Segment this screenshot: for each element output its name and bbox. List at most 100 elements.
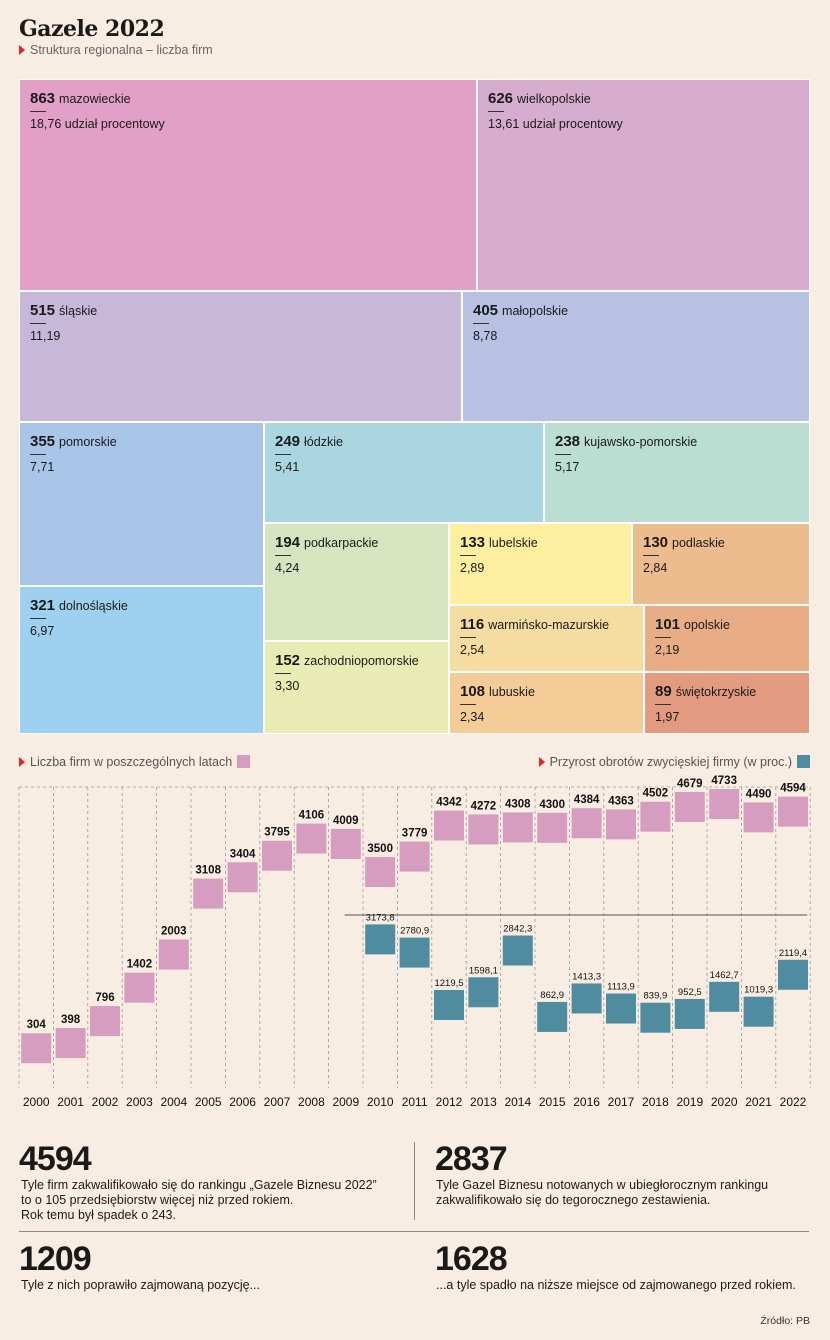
tile-region: dolnośląskie (59, 599, 128, 613)
growth-bar (606, 993, 636, 1024)
x-tick-label: 2016 (573, 1095, 600, 1109)
growth-data-label: 839,9 (644, 991, 668, 1002)
tile-count: 626 (488, 90, 514, 107)
firms-data-label: 4594 (780, 783, 806, 795)
x-tick-label: 2008 (298, 1095, 325, 1109)
tile-rule (643, 555, 659, 556)
tile-share: 1,97 (655, 710, 680, 724)
firms-bar (193, 878, 224, 909)
tile-share: 2,54 (460, 643, 485, 657)
firms-data-label: 2003 (161, 926, 187, 938)
stat-desc-line: zakwalifikowało się do tegorocznego zest… (436, 1193, 711, 1207)
tile-region: podkarpackie (304, 536, 379, 550)
firms-bar (365, 856, 396, 887)
marker-triangle-icon (19, 45, 25, 55)
firms-data-label: 4272 (471, 800, 497, 812)
firms-data-label: 4502 (643, 788, 669, 800)
tile-count: 238 (555, 433, 581, 450)
tile-header: 863 mazowieckie (30, 90, 476, 108)
stat-number-4: 1628 (435, 1240, 508, 1278)
x-tick-label: 2004 (160, 1095, 187, 1109)
legend-firms-label: Liczba firm w poszczególnych latach (30, 755, 233, 769)
stat-desc-1: Tyle firm zakwalifikowało się do ranking… (21, 1178, 377, 1223)
growth-bar (502, 935, 533, 966)
tile-share: 13,61 udział procentowy (488, 117, 623, 131)
tile-rule (460, 637, 476, 638)
tile-share: 5,41 (275, 460, 300, 474)
firms-data-label: 4300 (539, 799, 565, 811)
tile-header: 133 lubelskie (460, 534, 631, 552)
tile-region: opolskie (684, 618, 730, 632)
tile-rule (30, 111, 46, 112)
tile-header: 101 opolskie (655, 616, 809, 634)
tile-header: 108 lubuskie (460, 683, 643, 701)
treemap-tile: 355 pomorskie 7,71 (19, 422, 264, 586)
legend-growth-label: Przyrost obrotów zwycięskiej firmy (w pr… (549, 755, 792, 769)
treemap: 863 mazowieckie 18,76 udział procentowy 626… (19, 79, 810, 734)
firms-data-label: 796 (95, 992, 114, 1004)
tile-share: 2,89 (460, 561, 485, 575)
tile-share: 2,84 (643, 561, 668, 575)
legend-growth: Przyrost obrotów zwycięskiej firmy (w pr… (538, 755, 810, 769)
tile-region: małopolskie (502, 304, 569, 318)
tile-count: 355 (30, 433, 56, 450)
tile-header: 249 łódzkie (275, 433, 543, 451)
tile-rule (30, 323, 46, 324)
growth-bar (365, 924, 396, 955)
firms-data-label: 3108 (195, 865, 221, 877)
divider-horizontal (19, 1231, 809, 1232)
growth-bar (778, 959, 808, 990)
tile-region: świętokrzyskie (675, 685, 757, 699)
x-tick-label: 2007 (264, 1095, 291, 1109)
divider-vertical (414, 1142, 415, 1220)
subtitle-text: Struktura regionalna – liczba firm (30, 43, 213, 57)
marker-triangle-icon (538, 757, 545, 767)
page-subtitle: Struktura regionalna – liczba firm (19, 43, 213, 57)
growth-bar (399, 937, 430, 968)
stat-number-2: 2837 (435, 1140, 508, 1178)
treemap-tile: 108 lubuskie 2,34 (449, 672, 644, 734)
tile-count: 249 (275, 433, 301, 450)
stat-desc-2: Tyle Gazel Biznesu notowanych w ubiegłor… (436, 1178, 768, 1208)
treemap-tile: 194 podkarpackie 4,24 (264, 523, 449, 641)
tile-header: 321 dolnośląskie (30, 597, 263, 615)
page-title: Gazele 2022 (19, 16, 165, 42)
firms-bar (606, 809, 636, 840)
growth-data-label: 1113,9 (607, 982, 635, 993)
stat-desc-line: Rok temu był spadek o 243. (21, 1208, 176, 1222)
x-tick-label: 2021 (745, 1095, 772, 1109)
firms-bar (262, 840, 292, 871)
firms-data-label: 3779 (402, 828, 428, 840)
tile-rule (473, 323, 489, 324)
firms-bar (502, 812, 533, 843)
firms-bar (55, 1028, 86, 1059)
firms-data-label: 4106 (299, 810, 325, 822)
x-tick-label: 2015 (539, 1095, 566, 1109)
growth-data-label: 862,9 (540, 990, 564, 1001)
tile-region: pomorskie (59, 435, 117, 449)
firms-data-label: 398 (61, 1014, 81, 1026)
tile-header: 355 pomorskie (30, 433, 263, 451)
firms-bar (90, 1006, 120, 1037)
firms-data-label: 4308 (505, 798, 531, 810)
tile-share: 18,76 udział procentowy (30, 117, 165, 131)
x-tick-label: 2014 (504, 1095, 531, 1109)
x-tick-label: 2017 (608, 1095, 635, 1109)
firms-data-label: 4384 (574, 794, 600, 806)
x-tick-label: 2005 (195, 1095, 222, 1109)
growth-bar (640, 1002, 671, 1033)
firms-bar (537, 812, 568, 843)
tile-region: kujawsko-pomorskie (584, 435, 698, 449)
firms-data-label: 4490 (746, 788, 772, 800)
firms-bar (571, 808, 602, 839)
stat-desc-4: ...a tyle spadło na niższe miejsce od za… (436, 1278, 796, 1293)
x-tick-label: 2012 (436, 1095, 463, 1109)
growth-bar (468, 977, 499, 1008)
tile-region: lubuskie (489, 685, 535, 699)
legend-growth-swatch (797, 755, 810, 768)
tile-header: 515 śląskie (30, 302, 461, 320)
tile-header: 116 warmińsko-mazurskie (460, 616, 643, 634)
tile-share: 2,34 (460, 710, 485, 724)
firms-bar (468, 814, 499, 845)
growth-bar (743, 996, 774, 1027)
